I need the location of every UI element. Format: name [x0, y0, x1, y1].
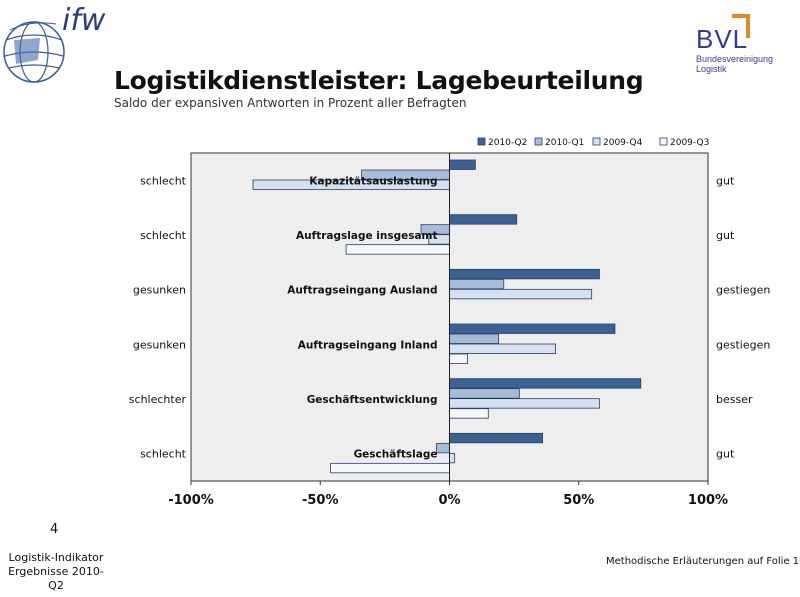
left-label-0: schlecht — [140, 174, 187, 187]
left-label-1: schlecht — [140, 229, 187, 242]
legend-label-2009-Q4: 2009-Q4 — [603, 138, 643, 148]
legend-label-2009-Q3: 2009-Q3 — [670, 138, 709, 148]
bar-2009-Q4-5 — [449, 452, 456, 464]
legend-swatch-2010-Q2 — [477, 137, 486, 146]
bar-2010-Q2-0 — [449, 159, 476, 170]
bar-2010-Q2-2 — [449, 268, 600, 280]
right-label-4: besser — [716, 393, 753, 406]
footer-left: Logistik-Indikator Ergebnisse 2010-Q2 — [6, 551, 106, 593]
category-label-0: Kapazitätsauslastung — [309, 175, 437, 187]
bar-2010-Q1-5 — [436, 442, 450, 454]
bar-2009-Q3-3 — [449, 353, 468, 364]
bar-2009-Q3-5 — [330, 462, 450, 474]
bars-group — [252, 159, 642, 474]
bar-2009-Q4-4 — [449, 398, 600, 409]
bvl-logo-sub2: Logistik — [696, 64, 727, 74]
x-axis-ticks: -100% -50% 0% 50% 100% — [168, 481, 728, 508]
left-label-4: schlechter — [129, 393, 187, 406]
x-tick-label-2: 0% — [438, 493, 460, 508]
bvl-logo-text: BVL — [696, 24, 749, 54]
bvl-corner-icon — [732, 14, 750, 38]
category-labels: Kapazitätsauslastung Auftragslage insgesa… — [287, 175, 437, 460]
bar-2010-Q1-2 — [449, 278, 505, 290]
left-label-3: gesunken — [133, 338, 186, 351]
legend-label-2010-Q1: 2010-Q1 — [545, 138, 584, 148]
x-tick-label-3: 50% — [563, 493, 594, 508]
ifw-logo: ifw — [0, 0, 120, 92]
bar-2009-Q4-2 — [449, 288, 593, 300]
bar-2010-Q2-3 — [449, 323, 616, 334]
left-label-5: schlecht — [140, 448, 187, 461]
category-label-4: Geschäftsentwicklung — [307, 394, 438, 406]
x-tick-label-4: 100% — [688, 493, 728, 508]
footer-right-note: Methodische Erläuterungen auf Folie 10 — [606, 556, 800, 567]
bar-2010-Q2-1 — [449, 214, 518, 225]
bvl-logo: BVL Bundesvereinigung Logistik — [688, 14, 784, 74]
slide-number: 4 — [50, 522, 59, 537]
bvl-logo-sub1: Bundesvereinigung — [696, 54, 774, 64]
category-label-5: Geschäftslage — [354, 449, 438, 461]
legend: 2010-Q2 2010-Q1 2009-Q4 2009-Q3 — [477, 137, 709, 148]
bar-2009-Q4-3 — [449, 343, 556, 354]
x-tick-label-0: -100% — [168, 493, 214, 508]
bar-2010-Q1-4 — [449, 388, 520, 399]
bar-2009-Q3-1 — [345, 244, 450, 255]
right-label-0: gut — [716, 174, 735, 187]
x-tick-label-1: -50% — [302, 493, 339, 508]
legend-swatch-2010-Q1 — [534, 137, 543, 146]
page-title: Logistikdienstleister: Lagebeurteilung — [114, 66, 644, 95]
legend-swatch-2009-Q3 — [659, 137, 668, 146]
page-subtitle: Saldo der expansiven Antworten in Prozen… — [114, 96, 467, 110]
right-label-2: gestiegen — [716, 284, 770, 297]
right-label-1: gut — [716, 229, 735, 242]
bar-2010-Q2-5 — [449, 432, 543, 444]
legend-swatch-2009-Q4 — [592, 137, 601, 146]
bar-2010-Q2-4 — [449, 378, 642, 389]
footer-left-line1: Logistik-Indikator — [8, 551, 104, 564]
side-labels: schlecht gut schlecht gut gesunken gestiegen g… — [129, 174, 771, 460]
right-label-3: gestiegen — [716, 338, 770, 351]
legend-label-2010-Q2: 2010-Q2 — [488, 138, 527, 148]
footer-left-line2: Ergebnisse 2010-Q2 — [8, 565, 104, 592]
globe-icon: ifw — [3, 3, 106, 83]
left-label-2: gesunken — [133, 284, 186, 297]
category-label-2: Auftragseingang Ausland — [287, 285, 437, 297]
bar-2009-Q3-4 — [449, 408, 489, 419]
category-label-1: Auftragslage insgesamt — [296, 230, 437, 242]
category-label-3: Auftragseingang Inland — [298, 339, 438, 351]
bar-2010-Q1-3 — [449, 333, 500, 344]
right-label-5: gut — [716, 448, 735, 461]
ifw-logo-text: ifw — [62, 3, 106, 38]
